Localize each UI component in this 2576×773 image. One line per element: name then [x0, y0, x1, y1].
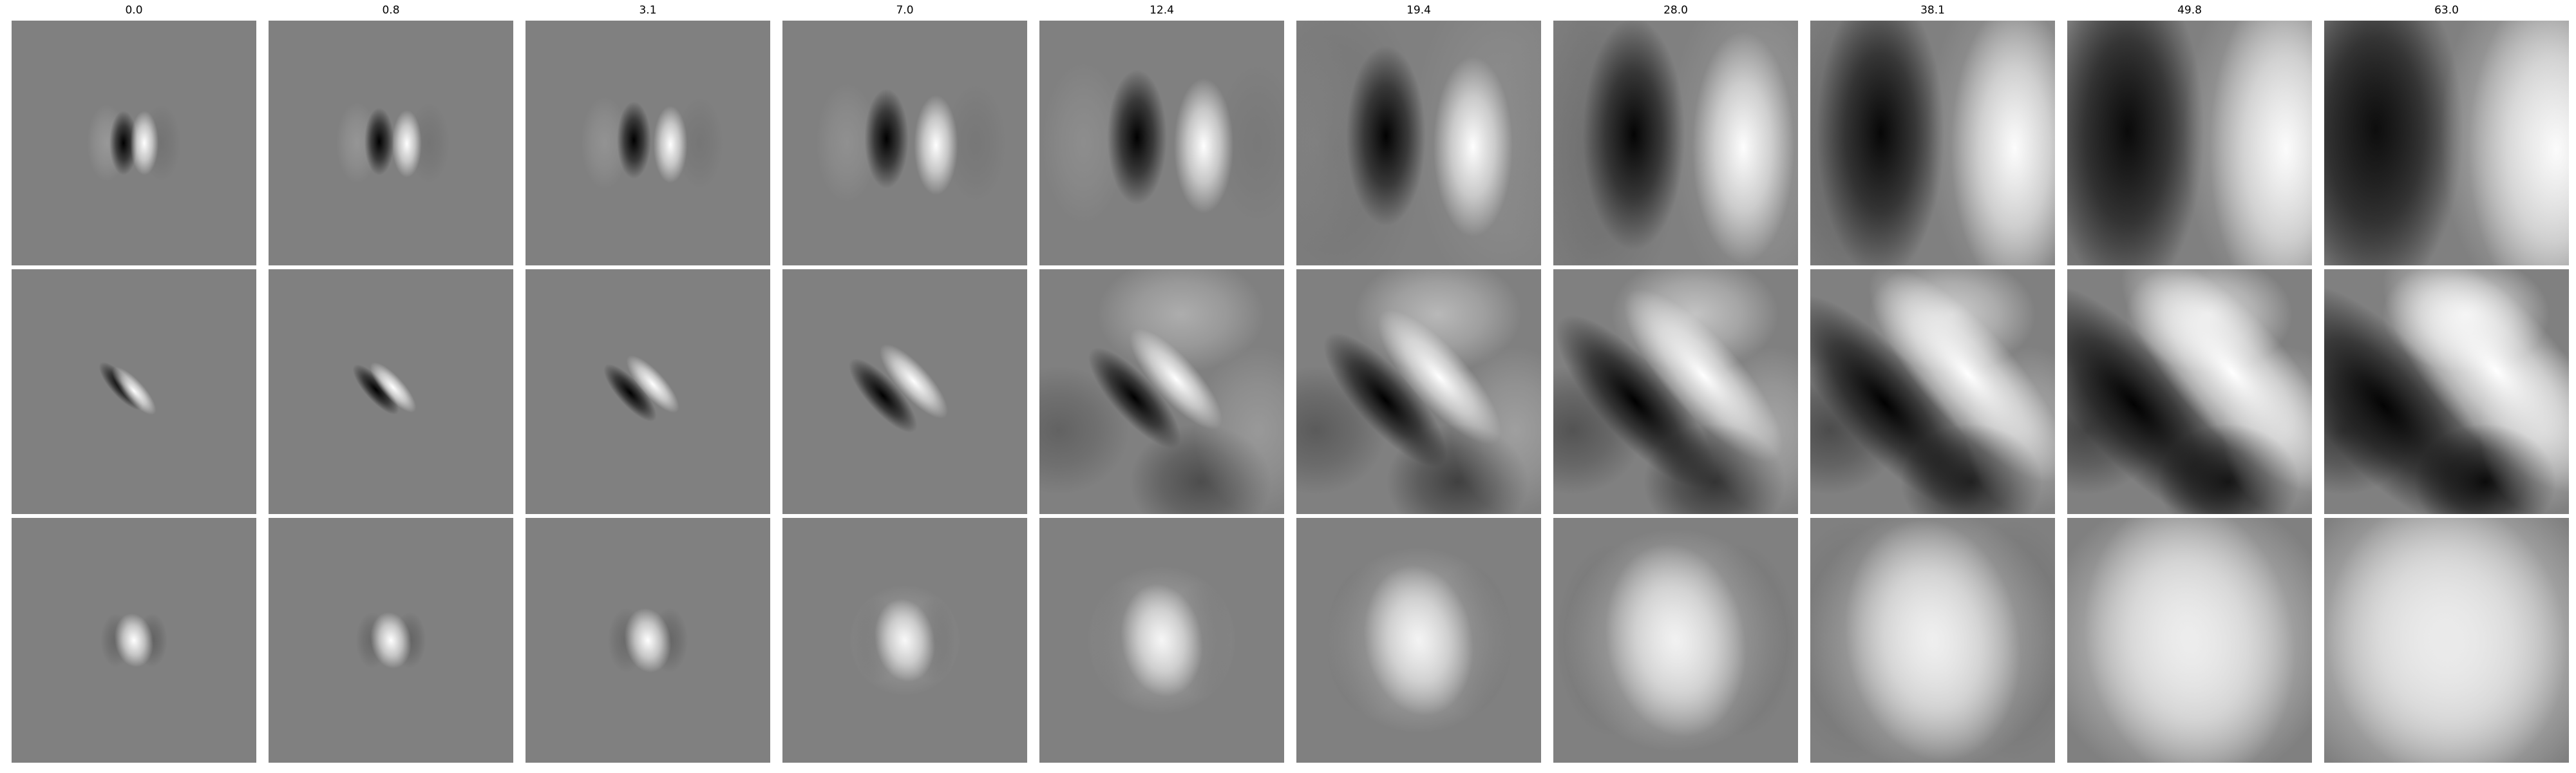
- column-title: 49.8: [2177, 4, 2202, 17]
- filter-tile: [1810, 269, 2055, 514]
- filter-tile: [1553, 269, 1798, 514]
- filter-tile: [1039, 21, 1284, 265]
- filter-tile: [2067, 518, 2312, 763]
- filter-tile: [1296, 269, 1541, 514]
- filter-tile: [269, 269, 513, 514]
- filter-tile: [1810, 21, 2055, 265]
- filter-tile: [2067, 21, 2312, 265]
- column-title: 7.0: [896, 4, 914, 17]
- column-title: 0.0: [125, 4, 143, 17]
- filter-tile: [526, 269, 770, 514]
- filter-tile: [782, 21, 1027, 265]
- column-title: 0.8: [382, 4, 400, 17]
- filter-tile: [2324, 269, 2569, 514]
- filter-tile: [1039, 518, 1284, 763]
- filter-tile: [526, 518, 770, 763]
- column-title: 28.0: [1663, 4, 1688, 17]
- column-title: 63.0: [2434, 4, 2459, 17]
- filter-tile: [1553, 518, 1798, 763]
- filter-tile: [269, 518, 513, 763]
- filter-tile: [2324, 518, 2569, 763]
- filter-tile: [1810, 518, 2055, 763]
- filter-tile: [12, 518, 256, 763]
- column-title: 3.1: [639, 4, 657, 17]
- column-title: 38.1: [1920, 4, 1945, 17]
- filter-tile: [1553, 21, 1798, 265]
- filter-tile: [2324, 21, 2569, 265]
- filter-tile: [12, 21, 256, 265]
- column-title: 12.4: [1150, 4, 1174, 17]
- filter-tile: [782, 518, 1027, 763]
- filter-tile: [269, 21, 513, 265]
- filter-tile: [1039, 269, 1284, 514]
- filter-tile: [782, 269, 1027, 514]
- column-title: 19.4: [1406, 4, 1431, 17]
- filter-tile: [2067, 269, 2312, 514]
- filter-tile: [526, 21, 770, 265]
- filter-tile: [1296, 21, 1541, 265]
- filter-tile: [12, 269, 256, 514]
- filter-tile: [1296, 518, 1541, 763]
